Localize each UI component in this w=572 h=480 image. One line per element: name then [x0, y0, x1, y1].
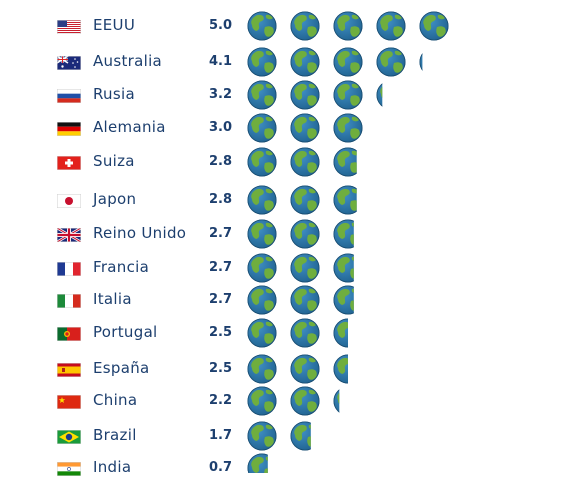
globe-icon: [290, 354, 320, 384]
russia-flag-icon: [57, 88, 81, 103]
value-label: 1.7: [209, 428, 233, 443]
country-label: Australia: [93, 52, 163, 70]
globe-icon: [333, 318, 348, 348]
globe-icon: [247, 386, 277, 416]
globe-icon: [333, 113, 363, 143]
globe-icon: [247, 185, 277, 215]
country-label: Brazil: [93, 426, 137, 444]
country-label: Francia: [93, 258, 150, 276]
globe-icon: [333, 285, 354, 315]
value-label: 3.2: [209, 87, 233, 102]
italy-flag-icon: [57, 293, 81, 308]
japan-flag-icon: [57, 193, 81, 208]
globe-icon: [290, 386, 320, 416]
globe-icon: [376, 11, 406, 41]
country-label: China: [93, 391, 138, 409]
country-label: Rusia: [93, 85, 135, 103]
china-flag-icon: [57, 394, 81, 409]
globe-icon: [419, 53, 423, 71]
globe-icon: [333, 219, 354, 249]
globe-icon: [333, 147, 357, 177]
globe-icon: [247, 354, 277, 384]
portugal-flag-icon: [57, 326, 81, 341]
globe-icon: [247, 147, 277, 177]
brazil-flag-icon: [57, 429, 81, 444]
globe-icon: [290, 421, 311, 451]
country-label: Suiza: [93, 152, 135, 170]
globe-icon: [333, 11, 363, 41]
us-flag-icon: [57, 19, 81, 34]
globe-icon: [247, 253, 277, 283]
globe-icon: [247, 113, 277, 143]
globe-icon: [247, 11, 277, 41]
globe-icon: [247, 421, 277, 451]
globe-icon: [333, 80, 363, 110]
country-label: Portugal: [93, 323, 158, 341]
globe-icon: [290, 47, 320, 77]
country-label: EEUU: [93, 16, 136, 34]
value-label: 2.5: [209, 325, 233, 340]
globe-icon: [290, 80, 320, 110]
globe-icon: [290, 185, 320, 215]
globe-icon: [247, 47, 277, 77]
globe-icon: [376, 47, 406, 77]
globe-icon: [333, 354, 348, 384]
country-label: Italia: [93, 290, 132, 308]
globe-icon: [290, 318, 320, 348]
value-label: 3.0: [209, 120, 233, 135]
globe-icon: [333, 185, 357, 215]
globe-icon: [333, 47, 363, 77]
globe-icon: [247, 318, 277, 348]
france-flag-icon: [57, 261, 81, 276]
globe-icon: [247, 219, 277, 249]
value-label: 0.7: [209, 460, 233, 475]
value-label: 2.8: [209, 192, 233, 207]
globe-icon: [419, 11, 449, 41]
globe-icon: [247, 80, 277, 110]
australia-flag-icon: [56, 55, 81, 70]
globe-icon: [290, 219, 320, 249]
country-label: Japon: [93, 190, 137, 208]
country-label: Reino Unido: [93, 224, 187, 242]
globe-icon: [290, 113, 320, 143]
uk-flag-icon: [56, 226, 82, 244]
globe-icon: [290, 285, 320, 315]
globe-icon: [290, 11, 320, 41]
country-label: España: [93, 359, 150, 377]
spain-flag-icon: [57, 362, 81, 377]
globe-icon: [290, 147, 320, 177]
country-label: Alemania: [93, 118, 166, 136]
germany-flag-icon: [57, 121, 81, 136]
value-label: 2.5: [209, 361, 233, 376]
value-label: 2.7: [209, 226, 233, 241]
value-label: 4.1: [209, 54, 233, 69]
globe-icon: [333, 389, 340, 413]
value-label: 5.0: [209, 18, 233, 33]
globe-icon: [290, 253, 320, 283]
country-label: India: [93, 458, 132, 476]
globe-icon: [376, 83, 383, 107]
globe-icon: [333, 253, 354, 283]
value-label: 2.2: [209, 393, 233, 408]
value-label: 2.7: [209, 260, 233, 275]
globe-icon: [247, 453, 268, 473]
switzerland-flag-icon: [57, 155, 81, 170]
value-label: 2.7: [209, 292, 233, 307]
value-label: 2.8: [209, 154, 233, 169]
globe-icon: [247, 285, 277, 315]
